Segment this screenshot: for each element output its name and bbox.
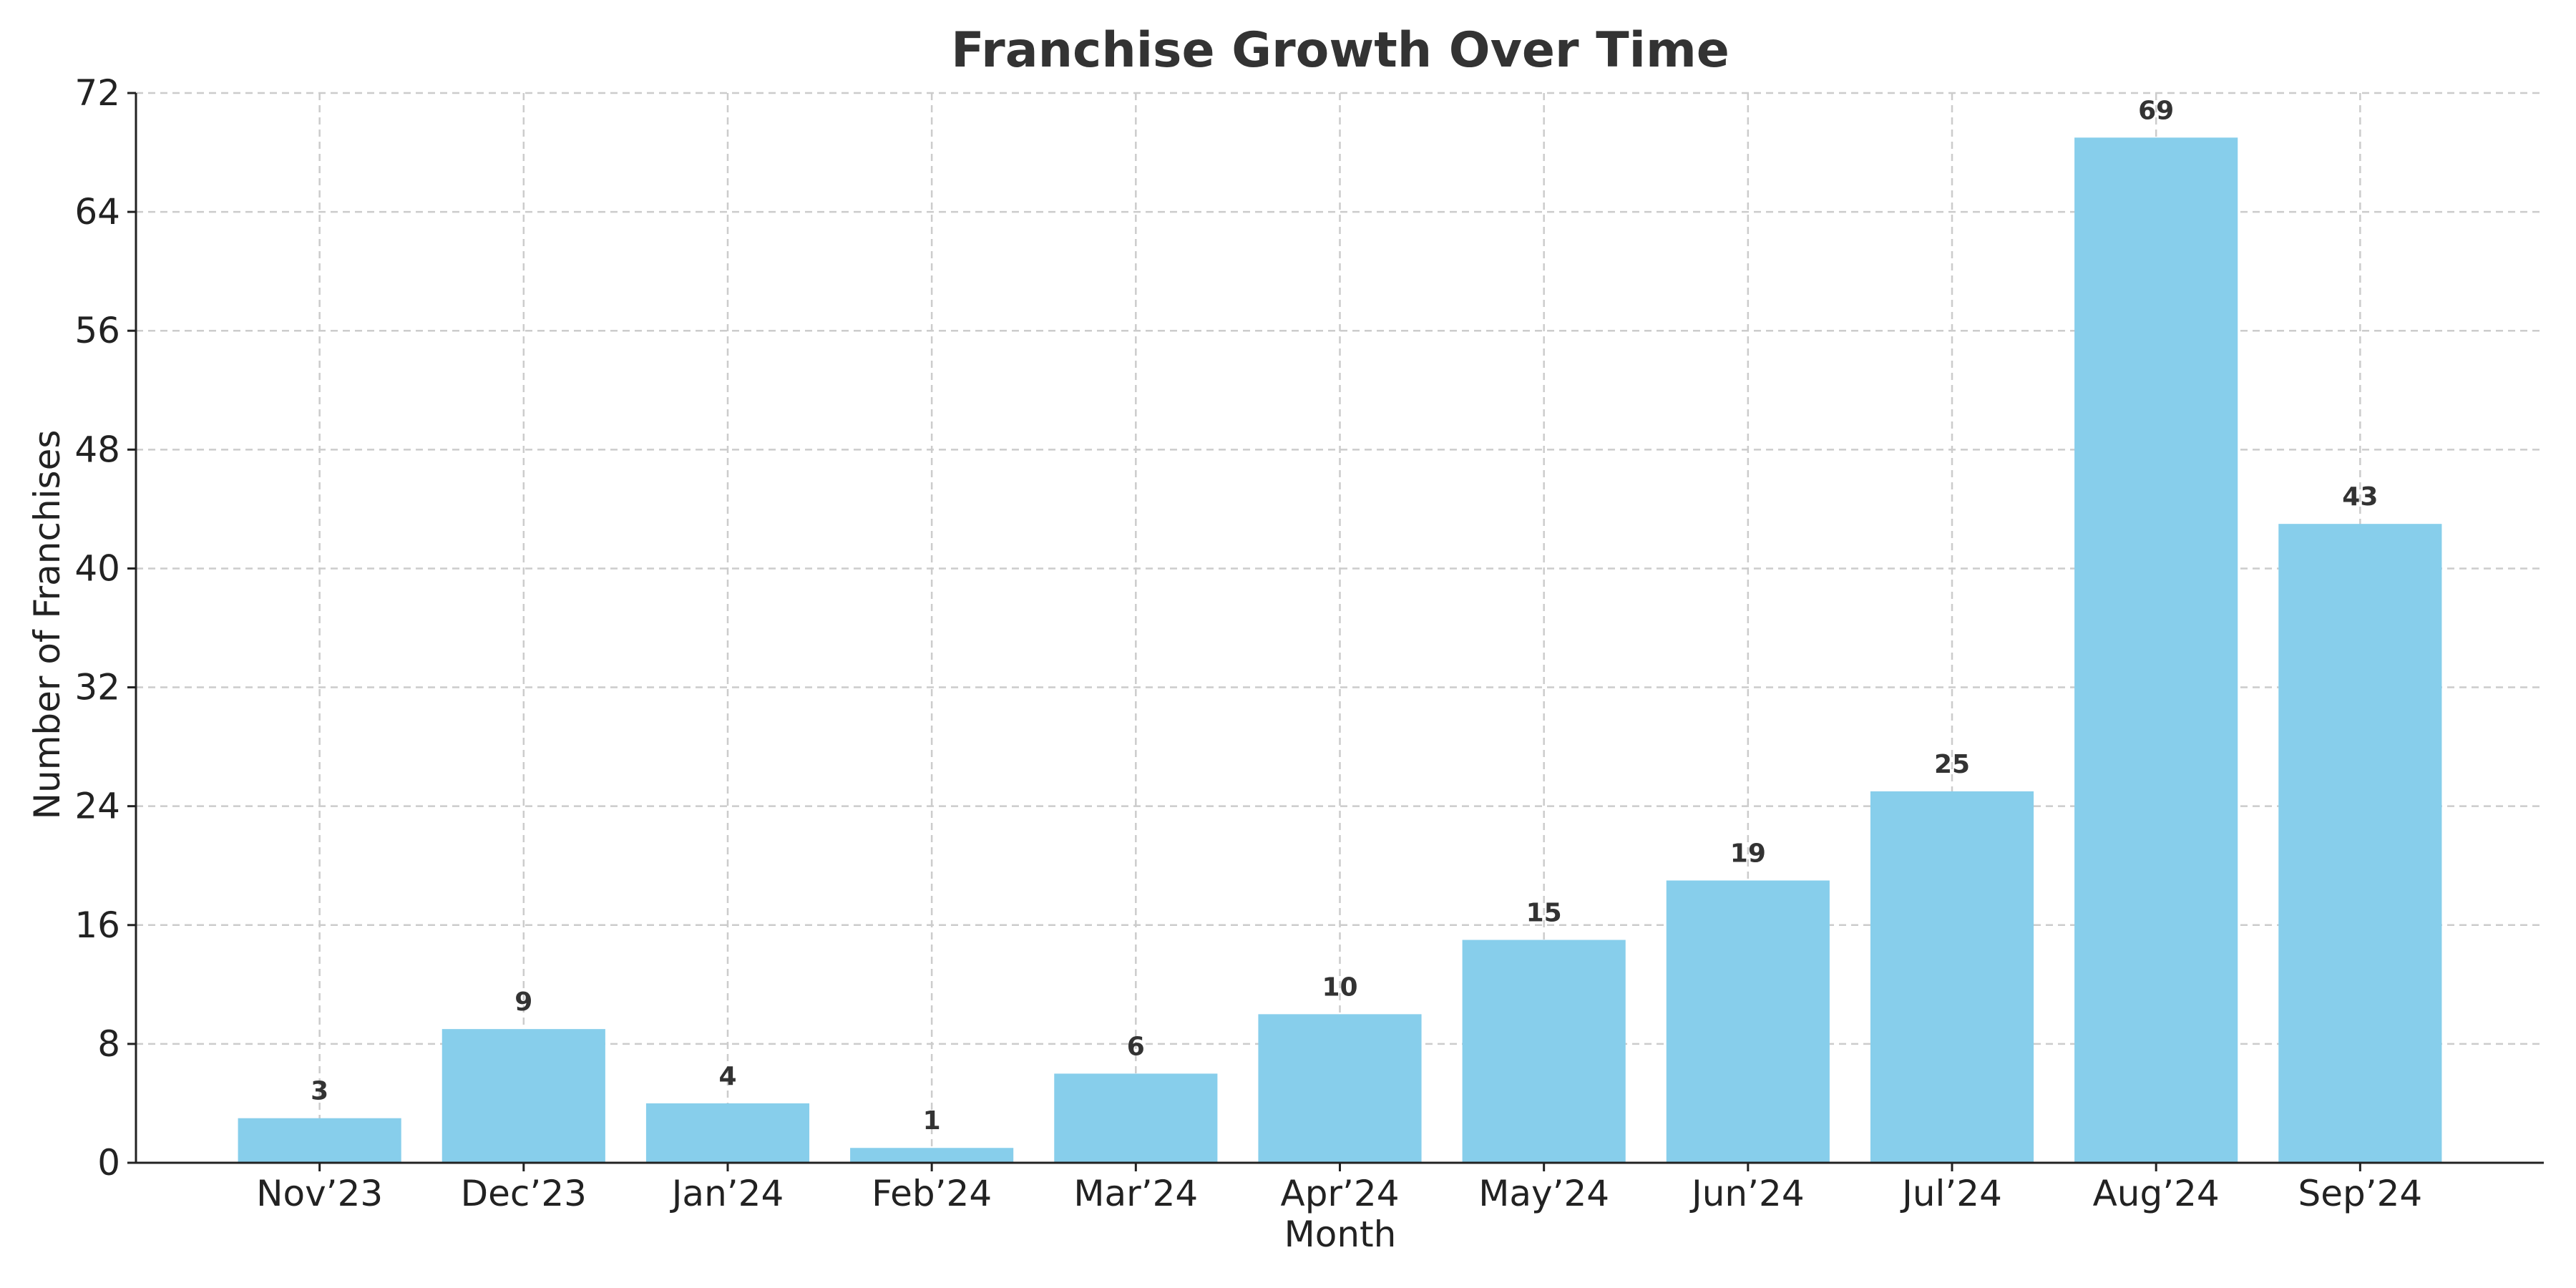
x-tick-label: Mar’24 bbox=[1073, 1173, 1198, 1214]
y-tick-label: 24 bbox=[74, 786, 120, 827]
x-tick-label: Apr’24 bbox=[1280, 1173, 1399, 1214]
y-tick-label: 8 bbox=[97, 1023, 120, 1065]
data-label: 10 bbox=[1322, 972, 1357, 1002]
bar-10 bbox=[2278, 524, 2442, 1163]
y-tick-label: 72 bbox=[74, 72, 120, 114]
x-tick-label: Aug’24 bbox=[2093, 1173, 2220, 1214]
data-labels: 3 9 4 1 6 10 15 19 25 69 43 bbox=[311, 96, 2378, 1136]
x-tick-label: May’24 bbox=[1478, 1173, 1609, 1214]
axes bbox=[127, 92, 2544, 1171]
data-label: 19 bbox=[1730, 839, 1766, 868]
x-tick-label: Sep’24 bbox=[2298, 1173, 2422, 1214]
chart-title: Franchise Growth Over Time bbox=[951, 22, 1729, 79]
x-tick-label: Jul’24 bbox=[1900, 1173, 2002, 1214]
bar-1 bbox=[441, 1029, 605, 1163]
bar-8 bbox=[1870, 791, 2034, 1163]
data-label: 4 bbox=[718, 1062, 736, 1091]
data-label: 9 bbox=[514, 987, 532, 1017]
y-tick-label: 40 bbox=[74, 547, 120, 589]
x-tick-label: Nov’23 bbox=[256, 1173, 383, 1214]
y-tick-label: 16 bbox=[74, 904, 120, 946]
bar-9 bbox=[2074, 137, 2238, 1163]
y-tick-label: 32 bbox=[74, 667, 120, 708]
data-label: 25 bbox=[1934, 750, 1970, 779]
bar-6 bbox=[1462, 940, 1626, 1163]
bar-4 bbox=[1054, 1073, 1218, 1163]
data-label: 1 bbox=[923, 1106, 941, 1136]
x-axis-label: Month bbox=[1284, 1214, 1397, 1255]
x-tick-label: Jun’24 bbox=[1689, 1173, 1805, 1214]
bars bbox=[238, 137, 2442, 1163]
data-label: 3 bbox=[311, 1077, 328, 1106]
bar-5 bbox=[1258, 1014, 1422, 1163]
y-tick-label: 48 bbox=[74, 429, 120, 470]
bar-7 bbox=[1666, 880, 1830, 1163]
data-label: 6 bbox=[1127, 1032, 1145, 1061]
y-tick-label: 0 bbox=[97, 1142, 120, 1184]
data-label: 43 bbox=[2342, 482, 2378, 512]
y-tick-label: 64 bbox=[74, 191, 120, 233]
y-tick-label: 56 bbox=[74, 310, 120, 351]
x-tick-label: Feb’24 bbox=[872, 1173, 992, 1214]
data-label: 69 bbox=[2138, 96, 2174, 125]
data-label: 15 bbox=[1526, 899, 1562, 928]
bar-0 bbox=[238, 1118, 401, 1163]
bar-2 bbox=[645, 1103, 810, 1163]
bar-3 bbox=[850, 1148, 1014, 1163]
y-axis-label: Number of Franchises bbox=[26, 430, 68, 820]
x-tick-label: Jan’24 bbox=[670, 1173, 784, 1214]
x-tick-label: Dec’23 bbox=[461, 1173, 587, 1214]
